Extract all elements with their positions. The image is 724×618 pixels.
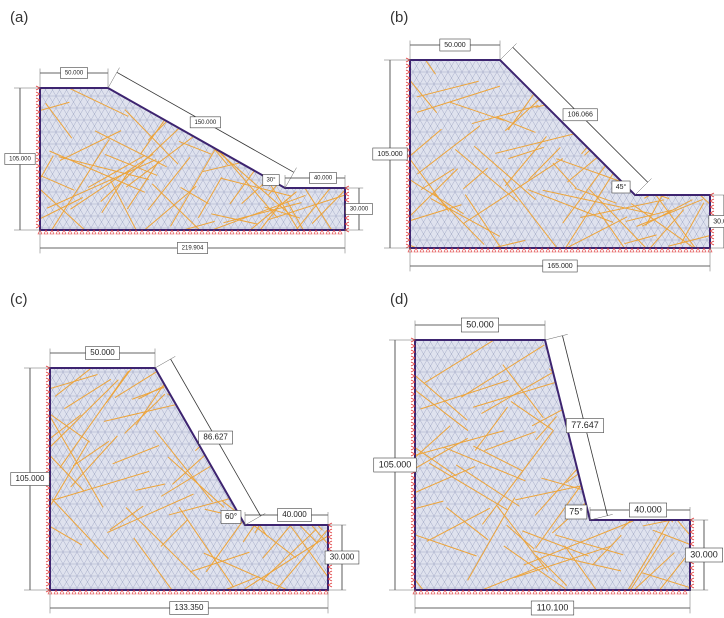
joint [615,125,696,158]
joint [625,35,679,124]
dimension-label: 105.000 [379,459,412,469]
joint [282,485,322,530]
dimension-label: 40.000 [634,504,662,514]
joint [582,322,646,358]
dimension-label: 75° [569,506,583,516]
dimension-label: 30.000 [350,207,369,213]
dimension-label: 50.000 [444,42,466,49]
joint [248,118,280,154]
dimension-label: 165.000 [547,263,572,270]
dimension-label: 105.000 [16,474,45,483]
joint [665,346,694,385]
joint [184,351,256,387]
joint [254,123,290,131]
joint [306,83,336,93]
joint [238,108,268,117]
joint [260,351,290,386]
joint [177,344,274,407]
dimension-label: 50.000 [466,319,494,329]
joint [647,349,710,436]
joint [242,430,261,458]
dimension-label: 50.000 [65,71,84,77]
dimension-label: 105.000 [377,151,402,158]
joint [201,387,228,428]
joint [283,368,341,394]
extension-line [545,334,568,340]
joint [193,403,283,422]
dimension-label: 110.100 [537,602,569,612]
slope-mesh [40,88,345,230]
dimension-label: 86.627 [203,433,228,442]
joint [266,348,306,405]
dimension-label: 133.350 [175,603,204,612]
joint [644,362,687,385]
dimension-label: 219.904 [182,246,204,252]
extension-line [108,68,120,88]
joint [658,127,724,173]
joint [673,150,711,186]
joint [608,328,697,400]
joint [644,164,700,198]
joint [262,385,343,460]
joint [294,90,347,143]
joint [261,66,306,140]
joint [222,376,246,397]
joint [282,147,362,173]
joint [590,418,691,473]
slope-mesh [410,60,710,248]
dimension-label: 40.000 [282,510,307,519]
panel: (c) 50.000 86.627 105.000 30.000 40.000 133.35… [10,291,359,618]
panel: (b) 50.000 106.066 105.000 30.000 165.000 45° [373,9,724,278]
joint [633,345,668,411]
joint [574,437,621,472]
panel: (d) 50.000 77.647 105.000 30.000 40.000 110.10… [371,291,724,618]
dimension-label: 30.000 [713,218,724,225]
joint [597,93,683,147]
dimension-label: 30.000 [330,553,355,562]
panel-label: (b) [390,9,408,26]
joint [634,136,657,170]
dimension-label: 105.000 [9,157,31,163]
dimension-label: 40.000 [314,176,333,182]
dimension-label: 77.647 [571,420,599,430]
joint [619,347,694,403]
page: (a) 50.000 150.000 105.000 30.000 40.000 219.9… [0,0,724,618]
joint [632,60,692,91]
panel-label: (c) [10,291,28,308]
panel: (a) 50.000 150.000 105.000 30.000 40.000 219.9… [0,9,389,276]
dimension-label: 150.000 [195,120,217,126]
joint [590,55,679,99]
extension-line [500,43,517,60]
panel-label: (d) [390,291,408,308]
joint [650,382,673,410]
dimension-label: 50.000 [90,348,115,357]
dimension-label: 45° [616,183,627,191]
dimension-label: 30° [266,178,276,184]
joint [659,332,679,361]
joint [654,80,681,111]
joint [268,71,358,138]
extension-line [635,178,652,195]
joint [242,355,314,404]
panel-label: (a) [10,9,28,26]
joint [641,101,684,123]
joint [284,103,329,151]
dimension-label: 60° [225,512,237,521]
joint [304,389,337,415]
dimension-label: 106.066 [568,112,593,119]
figure: (a) 50.000 150.000 105.000 30.000 40.000 219.9… [0,0,724,618]
dimension-label: 30.000 [690,549,718,559]
joint [265,427,299,481]
joint [230,476,344,499]
